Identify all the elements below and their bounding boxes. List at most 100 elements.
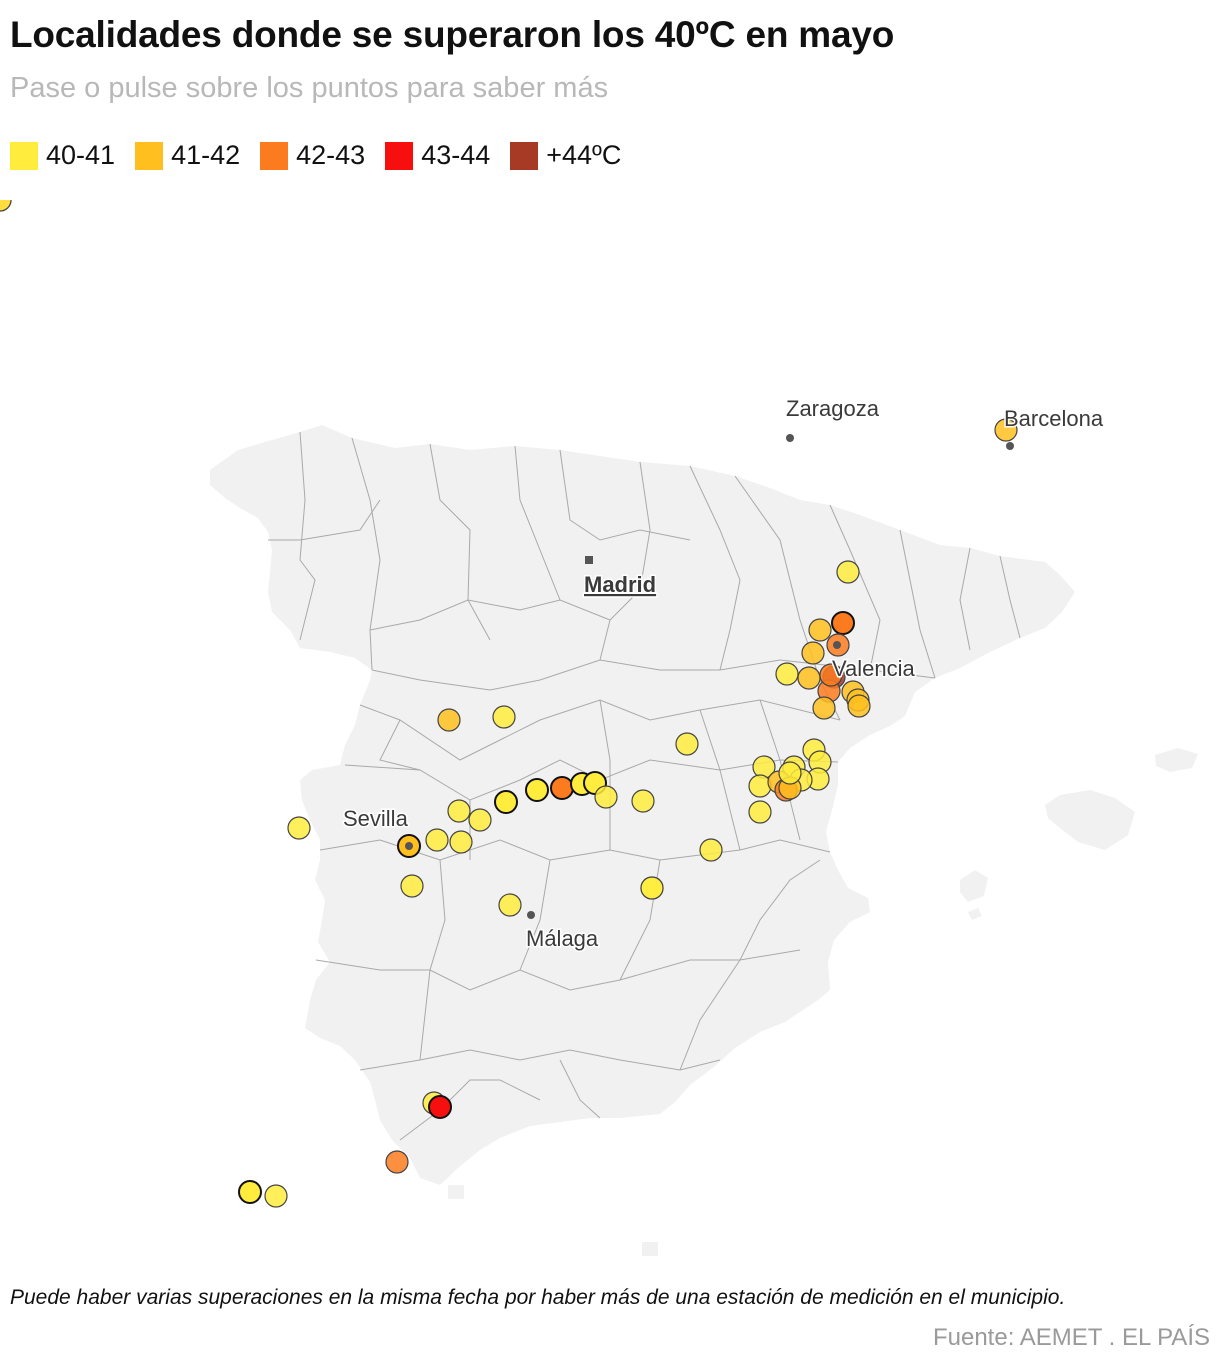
legend: 40-41 41-42 42-43 43-44 +44ºC — [10, 140, 641, 171]
legend-label: 41-42 — [171, 140, 241, 170]
city-dot — [786, 434, 794, 442]
station-markers: Barcelona: 41-42 Castellón: 40-41 Valencia… — [0, 200, 1018, 1208]
legend-swatch — [135, 141, 164, 170]
city-label-zaragoza: Zaragoza — [786, 396, 880, 421]
station-marker[interactable]: Albacete: 40-41 — [675, 732, 699, 756]
station-marker[interactable]: Murcia: 40-41 — [748, 774, 772, 798]
station-marker[interactable]: Badajoz: 41-42 — [437, 708, 461, 732]
province-border — [829, 504, 881, 671]
province-border — [369, 599, 611, 631]
station-marker[interactable]: Murcia: 40-41 — [748, 800, 772, 824]
city-label-valencia: Valencia — [832, 656, 916, 681]
province-border — [299, 431, 316, 641]
station-marker[interactable]: Sevilla: 40-41 — [400, 874, 424, 898]
province-border — [419, 859, 446, 1061]
province-border — [371, 659, 936, 691]
station-marker[interactable]: Córdoba: 40-41 — [425, 828, 449, 852]
province-border — [959, 547, 971, 651]
station-marker[interactable]: Gran Canaria: 40-41 — [0, 200, 12, 212]
province-border — [519, 859, 551, 971]
station-marker[interactable]: Valencia: 41-42 — [812, 696, 836, 720]
province-border — [899, 529, 936, 679]
province-border — [999, 555, 1021, 639]
station-marker[interactable]: Valencia: 41-42 — [801, 641, 825, 665]
station-marker[interactable]: Murcia: 40-41 — [699, 838, 723, 862]
province-border — [514, 445, 561, 601]
province-border — [679, 859, 821, 1071]
city-label-málaga: Málaga — [526, 926, 599, 951]
city-dot — [1006, 442, 1014, 450]
station-marker[interactable]: Jaén: 42-43 — [550, 776, 574, 800]
station-marker[interactable]: Jaén: 40-41 — [594, 785, 618, 809]
station-marker[interactable]: Málaga: 40-41 — [640, 876, 664, 900]
province-border — [379, 719, 421, 771]
chart-title: Localidades donde se superaron los 40ºC … — [10, 14, 895, 55]
province-border — [315, 949, 801, 991]
city-dot — [833, 641, 841, 649]
legend-item-41-42: 41-42 — [135, 140, 240, 171]
station-marker[interactable]: Granada: 40-41 — [631, 789, 655, 813]
city-dot — [585, 556, 593, 564]
legend-item-42-43: 42-43 — [260, 140, 365, 171]
province-border — [359, 699, 841, 761]
province-border — [689, 465, 741, 671]
city-label-barcelona: Barcelona — [1004, 406, 1104, 431]
station-marker[interactable]: Córdoba: 40-41 — [468, 808, 492, 832]
province-border — [359, 1049, 721, 1071]
legend-label: 42-43 — [296, 140, 366, 170]
station-marker[interactable]: Valencia: 40-41 — [775, 662, 799, 686]
station-marker[interactable]: Fuerteventura: 40-41 — [264, 1184, 288, 1208]
island-formentera — [968, 908, 982, 920]
province-border — [429, 443, 491, 641]
city-dot — [405, 842, 413, 850]
province-border — [599, 461, 651, 661]
spain-map: Barcelona: 41-42 Castellón: 40-41 Valencia… — [0, 200, 1198, 1256]
station-marker[interactable]: Valencia: 42-43 — [831, 611, 855, 635]
legend-label: +44ºC — [546, 140, 622, 170]
legend-swatch — [10, 141, 38, 170]
province-border — [268, 499, 381, 541]
station-marker[interactable]: Jaén: 40-41 — [494, 790, 518, 814]
ceuta — [448, 1185, 464, 1199]
province-border — [559, 449, 691, 541]
station-marker[interactable]: Sevilla: 40-41 — [449, 830, 473, 854]
station-marker[interactable]: Lanzarote: 40-41 — [238, 1180, 262, 1204]
station-marker[interactable]: Murcia: 40-41 — [778, 761, 802, 785]
footnote: Puede haber varias superaciones en la mi… — [10, 1286, 1066, 1309]
station-marker[interactable]: Castellón: 40-41 — [836, 560, 860, 584]
province-border — [599, 699, 611, 850]
legend-label: 40-41 — [46, 140, 116, 170]
station-marker[interactable]: Valencia: 41-42 — [847, 694, 871, 718]
legend-item-44-plus: +44ºC — [510, 140, 621, 171]
city-labels: Zaragoza Barcelona Madrid Valencia Sevilla Má… — [342, 395, 1106, 953]
legend-label: 43-44 — [421, 140, 491, 170]
station-marker[interactable]: Valencia: 41-42 — [808, 618, 832, 642]
station-marker[interactable]: Valencia: 42-43 — [819, 663, 843, 687]
province-border — [351, 437, 381, 671]
city-label-sevilla: Sevilla — [343, 806, 409, 831]
station-marker[interactable]: Huelva: 40-41 — [287, 816, 311, 840]
legend-item-43-44: 43-44 — [385, 140, 490, 171]
station-marker[interactable]: Barcelona: 41-42 — [994, 418, 1018, 442]
station-marker[interactable]: Jaén: 40-41 — [525, 778, 549, 802]
source-credit: Fuente: AEMET . EL PAÍS — [932, 1324, 1210, 1351]
island-mallorca — [1045, 790, 1135, 850]
province-border — [399, 1079, 541, 1141]
city-dot — [527, 911, 535, 919]
province-border — [559, 1059, 601, 1119]
station-marker[interactable]: Sevilla: 40-41 — [498, 893, 522, 917]
legend-swatch — [385, 141, 414, 170]
station-marker[interactable]: Córdoba: 40-41 — [447, 799, 471, 823]
legend-swatch — [510, 141, 539, 170]
station-marker[interactable]: Valencia: 41-42 — [797, 666, 821, 690]
land-layer — [210, 425, 1198, 1256]
island-menorca — [1155, 748, 1198, 772]
island-ibiza — [960, 870, 988, 902]
legend-swatch — [260, 141, 289, 170]
station-marker[interactable]: Lanzarote: 42-43 — [385, 1150, 409, 1174]
station-marker[interactable]: Ciudad Real: 40-41 — [492, 705, 516, 729]
melilla — [642, 1242, 658, 1256]
city-label-madrid: Madrid — [584, 572, 656, 597]
station-marker[interactable]: Almería: 43-44 — [428, 1095, 452, 1119]
legend-item-40-41: 40-41 — [10, 140, 115, 171]
